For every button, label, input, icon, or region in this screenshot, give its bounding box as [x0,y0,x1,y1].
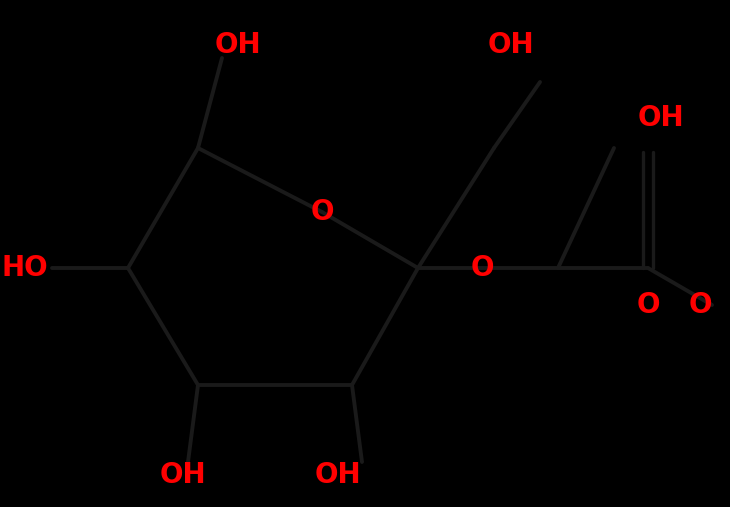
Text: OH: OH [638,104,685,132]
Text: O: O [470,254,493,282]
Text: OH: OH [488,31,534,59]
Text: O: O [637,291,660,319]
Text: OH: OH [160,461,207,489]
Text: OH: OH [215,31,261,59]
Text: HO: HO [1,254,48,282]
Text: O: O [688,291,712,319]
Text: O: O [310,198,334,226]
Text: OH: OH [315,461,361,489]
